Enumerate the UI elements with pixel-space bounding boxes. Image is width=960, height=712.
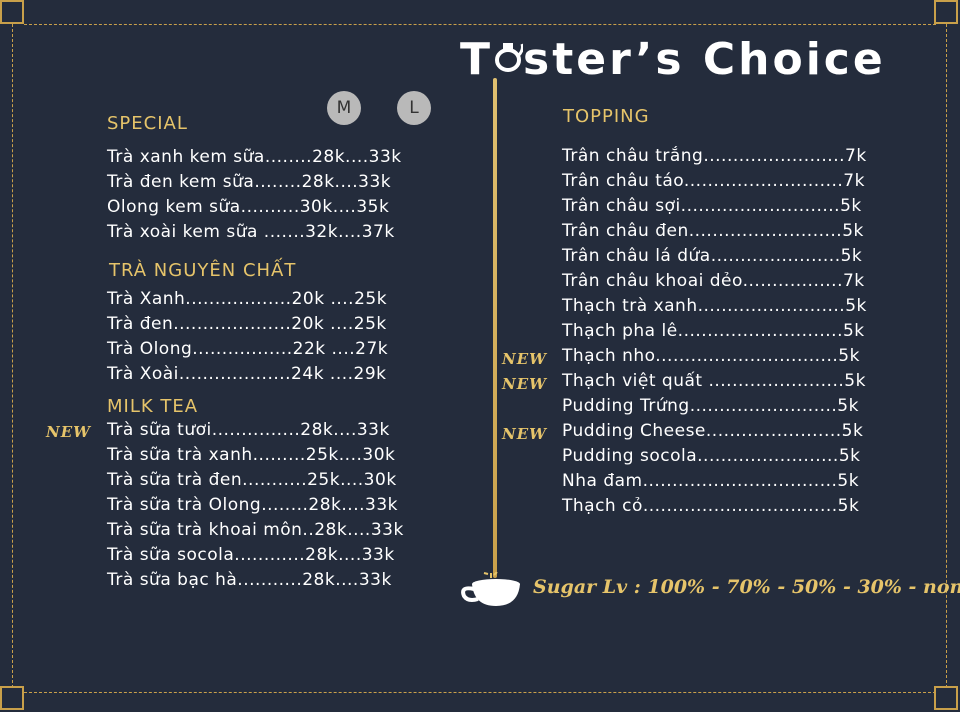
menu-item: Trà sữa tươi...............28k....33k xyxy=(107,420,390,440)
milk-tea-heading: MILK TEA xyxy=(107,396,199,417)
topping-item: Trân châu táo...........................… xyxy=(562,171,865,191)
pure-tea-heading: TRÀ NGUYÊN CHẤT xyxy=(109,260,297,281)
topping-item: Thạch pha lê............................… xyxy=(562,321,865,341)
menu-item: Olong kem sữa..........30k....35k xyxy=(107,197,390,217)
menu-item: Trà đen kem sữa........28k....33k xyxy=(107,172,392,192)
topping-item: Trân châu khoai dẻo.................7k xyxy=(562,271,865,291)
topping-item: Trân châu lá dứa......................5k xyxy=(562,246,863,266)
menu-item: Trà sữa trà Olong........28k....33k xyxy=(107,495,398,515)
menu-item: Trà Olong.................22k ....27k xyxy=(107,339,389,359)
topping-item: Trân châu đen..........................5… xyxy=(562,221,864,241)
tea-pour-stream xyxy=(493,78,497,578)
frame-corner-top-right xyxy=(934,0,958,24)
frame-corner-bottom-right xyxy=(934,686,958,710)
topping-item: Pudding Trứng.........................5k xyxy=(562,396,859,416)
teapot-icon xyxy=(493,34,525,85)
topping-item: Thạch việt quất .......................5… xyxy=(562,371,866,391)
menu-item: Trà sữa socola............28k....33k xyxy=(107,545,395,565)
frame-left-border xyxy=(12,24,13,688)
menu-item: Trà đen....................20k ....25k xyxy=(107,314,387,334)
special-heading: SPECIAL xyxy=(107,113,188,134)
topping-item: Thạch cỏ................................… xyxy=(562,496,860,516)
new-badge: NEW xyxy=(502,375,547,393)
menu-item: Trà xoài kem sữa .......32k....37k xyxy=(107,222,395,242)
menu-item: Trà sữa trà xanh.........25k....30k xyxy=(107,445,396,465)
new-badge: NEW xyxy=(46,423,91,441)
menu-item: Trà Xoài...................24k ....29k xyxy=(107,364,387,384)
frame-right-border xyxy=(946,24,947,688)
size-l-badge: L xyxy=(397,91,431,125)
topping-item: Pudding Cheese.......................5k xyxy=(562,421,864,441)
menu-item: Trà xanh kem sữa........28k....33k xyxy=(107,147,402,167)
new-badge: NEW xyxy=(502,425,547,443)
topping-item: Thạch nho...............................… xyxy=(562,346,860,366)
menu-item: Trà sữa trà khoai môn..28k....33k xyxy=(107,520,404,540)
tea-cup-icon xyxy=(458,571,522,616)
topping-item: Pudding socola........................5k xyxy=(562,446,861,466)
frame-corner-bottom-left xyxy=(0,686,24,710)
topping-heading: TOPPING xyxy=(563,106,650,127)
menu-item: Trà sữa bạc hà...........28k....33k xyxy=(107,570,392,590)
topping-item: Trân châu trắng........................7… xyxy=(562,146,867,166)
new-badge: NEW xyxy=(502,350,547,368)
sugar-levels: Sugar Lv : 100% - 70% - 50% - 30% - none xyxy=(533,576,960,598)
title-left: T xyxy=(460,34,494,85)
menu-item: Trà sữa trà đen...........25k....30k xyxy=(107,470,397,490)
frame-corner-top-left xyxy=(0,0,24,24)
title-right: ster’s Choice xyxy=(523,34,886,85)
menu-item: Trà Xanh..................20k ....25k xyxy=(107,289,388,309)
topping-item: Nha đam.................................… xyxy=(562,471,860,491)
topping-item: Trân châu sợi...........................… xyxy=(562,196,862,216)
size-m-badge: M xyxy=(327,91,361,125)
frame-bottom-border xyxy=(24,692,936,693)
frame-top-border xyxy=(24,24,936,25)
topping-item: Thạch trà xanh.........................5… xyxy=(562,296,867,316)
